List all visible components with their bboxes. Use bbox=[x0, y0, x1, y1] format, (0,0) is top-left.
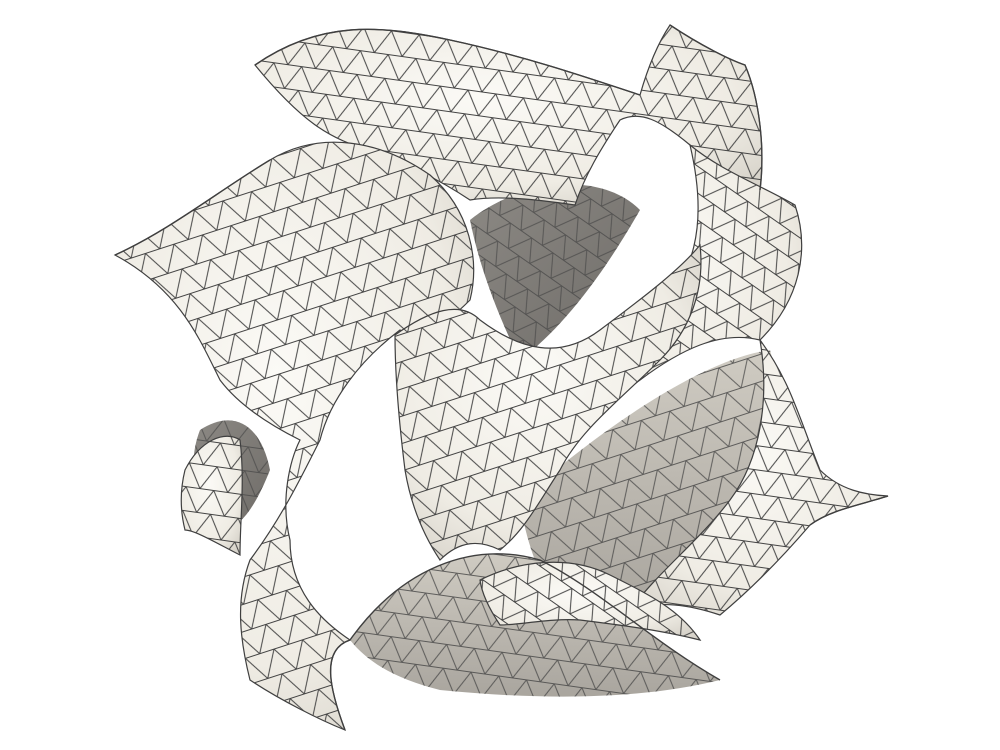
mesh-center-ribbon bbox=[394, 243, 702, 561]
mesh-outline bbox=[114, 24, 889, 731]
mesh-bottom-lip bbox=[479, 561, 702, 641]
mesh-left-lobe bbox=[113, 141, 475, 732]
